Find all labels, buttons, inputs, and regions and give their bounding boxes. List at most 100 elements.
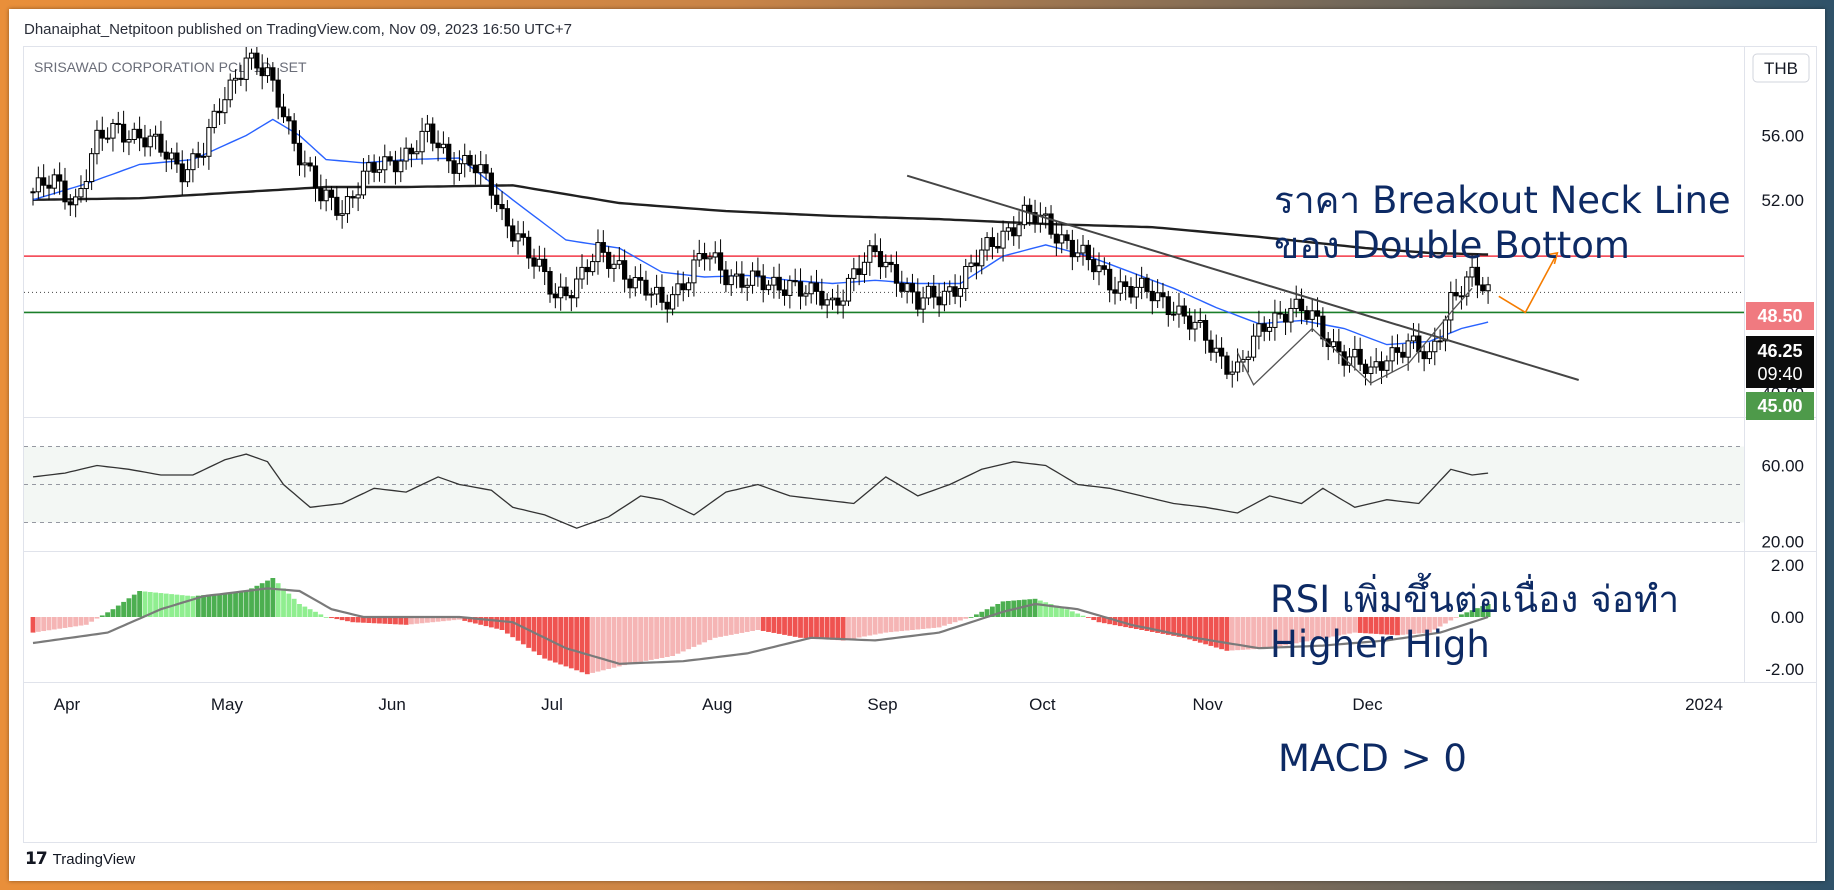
macd-bar[interactable] [814, 617, 819, 639]
macd-bar[interactable] [862, 617, 867, 637]
candle[interactable] [904, 283, 910, 292]
candle[interactable] [568, 295, 574, 299]
candle[interactable] [1442, 319, 1449, 342]
candle[interactable] [835, 297, 841, 306]
candle[interactable] [46, 184, 52, 189]
candle[interactable] [200, 155, 207, 158]
macd-bar[interactable] [963, 617, 969, 619]
candle[interactable] [1330, 341, 1337, 348]
candle[interactable] [995, 245, 1001, 249]
macd-bar[interactable] [339, 617, 345, 621]
candle[interactable] [1005, 227, 1011, 232]
macd-bar[interactable] [211, 594, 217, 617]
macd-bar[interactable] [579, 617, 585, 673]
macd-bar[interactable] [1331, 617, 1336, 637]
macd-bar[interactable] [41, 617, 47, 632]
macd-bar[interactable] [1309, 617, 1315, 641]
candle[interactable] [648, 293, 654, 296]
double-bottom-pattern[interactable] [1237, 287, 1473, 386]
macd-bar[interactable] [153, 592, 158, 617]
macd-bar[interactable] [451, 617, 457, 621]
macd-bar[interactable] [931, 617, 937, 628]
macd-bar[interactable] [1144, 617, 1150, 631]
macd-bar[interactable] [643, 617, 649, 661]
macd-bar[interactable] [1208, 617, 1214, 646]
candle[interactable] [163, 151, 169, 160]
macd-bar[interactable] [1293, 617, 1299, 644]
macd-bar[interactable] [1288, 617, 1294, 645]
macd-bar[interactable] [968, 617, 974, 618]
candle[interactable] [1474, 266, 1481, 286]
candle[interactable] [408, 147, 415, 155]
macd-bar[interactable] [632, 617, 638, 663]
macd-bar[interactable] [979, 611, 985, 617]
macd-bar[interactable] [1299, 617, 1304, 643]
macd-bar[interactable] [105, 612, 111, 617]
ma-long-line[interactable] [32, 184, 1489, 256]
macd-bar[interactable] [947, 617, 953, 624]
macd-bar[interactable] [1480, 606, 1486, 617]
candle[interactable] [851, 268, 857, 279]
macd-bar[interactable] [243, 591, 249, 617]
macd-bar[interactable] [467, 617, 473, 623]
macd-bar[interactable] [1261, 617, 1267, 649]
candle[interactable] [1485, 284, 1491, 292]
candle[interactable] [552, 293, 558, 299]
candle[interactable] [1357, 348, 1363, 365]
macd-bar[interactable] [920, 617, 926, 629]
macd-bar[interactable] [1272, 617, 1278, 648]
candle[interactable] [392, 160, 399, 173]
candle[interactable] [563, 286, 569, 297]
candle[interactable] [467, 154, 473, 166]
candle[interactable] [366, 162, 372, 172]
candle[interactable] [472, 164, 478, 174]
macd-bar[interactable] [510, 617, 516, 638]
candle[interactable] [302, 162, 308, 166]
candle[interactable] [531, 257, 537, 267]
candle[interactable] [190, 153, 196, 171]
candle[interactable] [243, 57, 249, 80]
candle[interactable] [749, 270, 756, 286]
candle[interactable] [1373, 361, 1379, 368]
candle[interactable] [174, 152, 180, 165]
candle[interactable] [1298, 298, 1305, 312]
candle[interactable] [115, 122, 121, 125]
candle[interactable] [1266, 326, 1273, 332]
candle[interactable] [1016, 224, 1022, 237]
macd-bar[interactable] [1357, 617, 1363, 633]
candle[interactable] [494, 194, 500, 205]
candle[interactable] [680, 283, 686, 291]
candle[interactable] [1368, 366, 1374, 374]
candle[interactable] [1314, 310, 1321, 317]
macd-bar[interactable] [552, 617, 558, 663]
macd-bar[interactable] [734, 617, 739, 634]
candle[interactable] [1352, 348, 1358, 358]
macd-bar[interactable] [574, 617, 580, 671]
macd-bar[interactable] [457, 617, 462, 620]
candle[interactable] [1176, 305, 1182, 315]
tradingview-logo-icon[interactable]: 𝟭𝟳 [25, 849, 48, 868]
macd-bar[interactable] [361, 617, 366, 623]
candle[interactable] [1453, 292, 1459, 297]
macd-bar[interactable] [867, 617, 873, 636]
candle[interactable] [1192, 321, 1198, 330]
footer-brand[interactable]: TradingView [52, 850, 136, 868]
macd-bar[interactable] [766, 617, 771, 632]
macd-bar[interactable] [739, 617, 745, 633]
macd-bar[interactable] [329, 617, 334, 619]
time-tick-label[interactable]: Oct [1029, 695, 1056, 714]
macd-bar[interactable] [648, 617, 654, 660]
macd-bar[interactable] [584, 617, 590, 675]
macd-bar[interactable] [622, 617, 628, 666]
candle[interactable] [627, 278, 633, 289]
candle[interactable] [291, 120, 297, 144]
candle[interactable] [403, 147, 409, 162]
macd-bar[interactable] [1373, 617, 1379, 634]
candle[interactable] [579, 266, 585, 280]
time-tick-label[interactable]: Aug [702, 695, 732, 714]
macd-bar[interactable] [1411, 617, 1416, 634]
macd-bar[interactable] [611, 617, 617, 668]
macd-bar[interactable] [1251, 617, 1256, 650]
candle[interactable] [131, 128, 137, 140]
macd-bar[interactable] [1021, 599, 1027, 617]
